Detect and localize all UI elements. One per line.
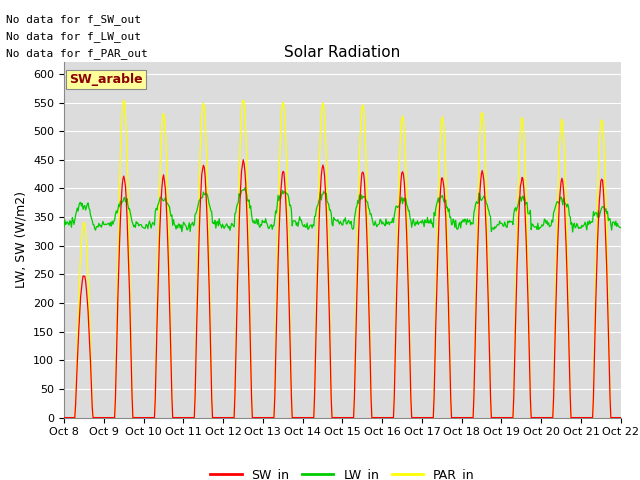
Text: SW_arable: SW_arable	[70, 73, 143, 86]
Legend: SW_in, LW_in, PAR_in: SW_in, LW_in, PAR_in	[205, 463, 479, 480]
Text: No data for f_LW_out: No data for f_LW_out	[6, 31, 141, 42]
Text: No data for f_PAR_out: No data for f_PAR_out	[6, 48, 148, 59]
Y-axis label: LW, SW (W/m2): LW, SW (W/m2)	[15, 192, 28, 288]
Title: Solar Radiation: Solar Radiation	[284, 45, 401, 60]
Text: No data for f_SW_out: No data for f_SW_out	[6, 14, 141, 25]
